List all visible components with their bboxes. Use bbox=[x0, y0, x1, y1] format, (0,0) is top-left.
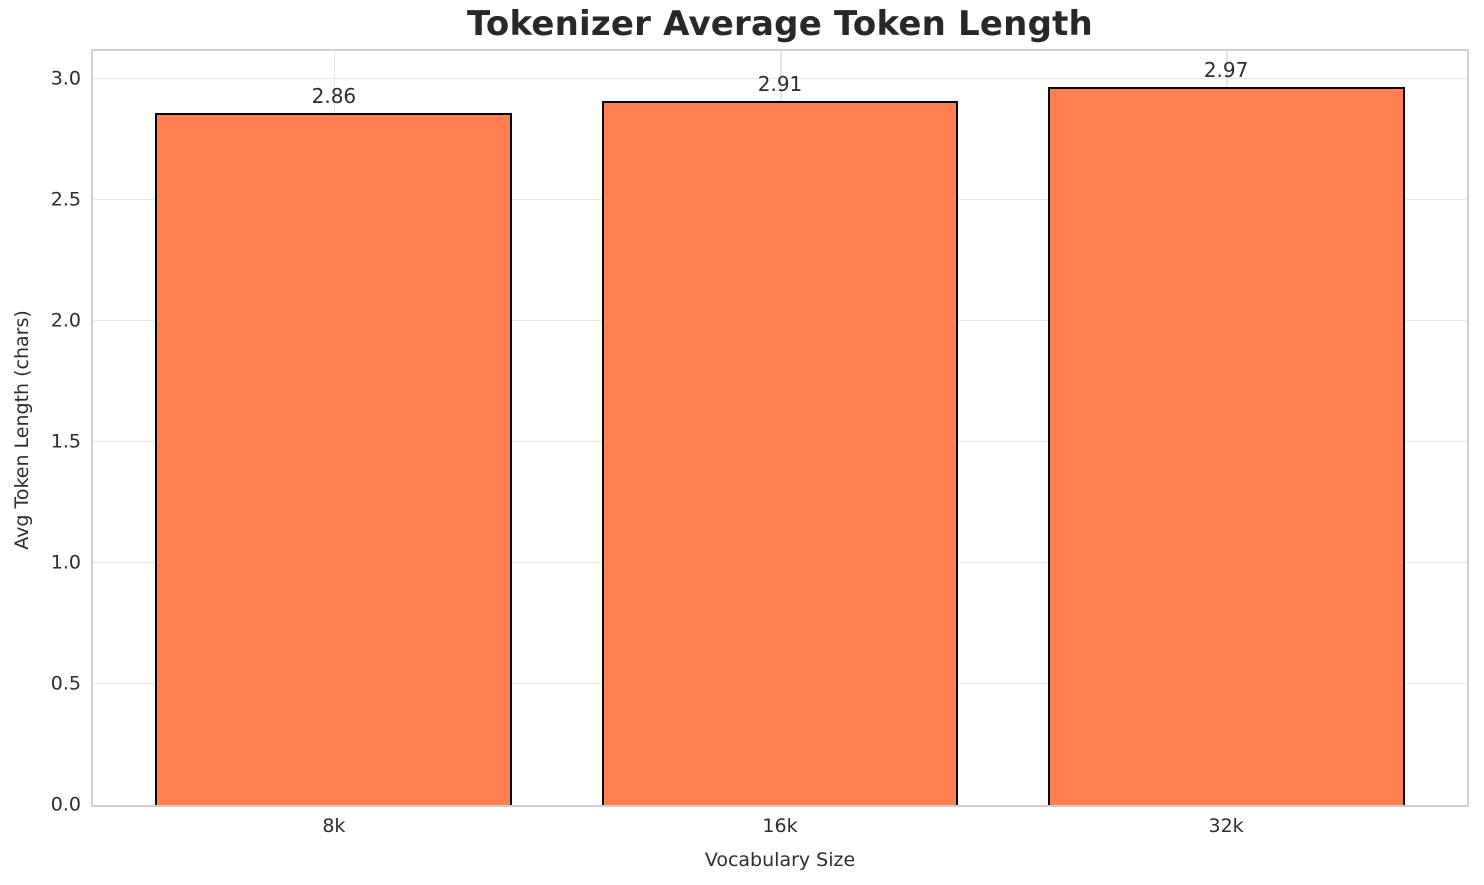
x-tick-label: 16k bbox=[762, 815, 798, 837]
bar-value-label: 2.91 bbox=[757, 72, 803, 97]
y-tick-label: 3.0 bbox=[50, 67, 81, 90]
y-tick-label: 1.5 bbox=[50, 430, 81, 453]
y-tick-label: 0.0 bbox=[50, 793, 81, 816]
y-tick-label: 2.5 bbox=[50, 188, 81, 211]
x-tick-label: 8k bbox=[322, 815, 346, 837]
bar-8k bbox=[155, 113, 513, 805]
bar-32k bbox=[1047, 86, 1405, 805]
bar-value-label: 2.97 bbox=[1203, 57, 1249, 82]
y-tick-label: 2.0 bbox=[50, 309, 81, 332]
plot-area: Vocabulary Size 0.0 0.5 1.0 1.5 2.0 2.5 3.0 2.8… bbox=[51, 49, 1469, 871]
y-tick-label: 0.5 bbox=[50, 672, 81, 695]
x-tick-label: 32k bbox=[1208, 815, 1244, 837]
y-tick-label: 1.0 bbox=[50, 551, 81, 574]
bar-16k bbox=[601, 101, 959, 805]
bar-value-label: 2.86 bbox=[311, 84, 357, 109]
y-axis-label: Avg Token Length (chars) bbox=[11, 310, 33, 550]
chart-title: Tokenizer Average Token Length bbox=[467, 4, 1093, 44]
x-axis-label: Vocabulary Size bbox=[704, 849, 856, 871]
